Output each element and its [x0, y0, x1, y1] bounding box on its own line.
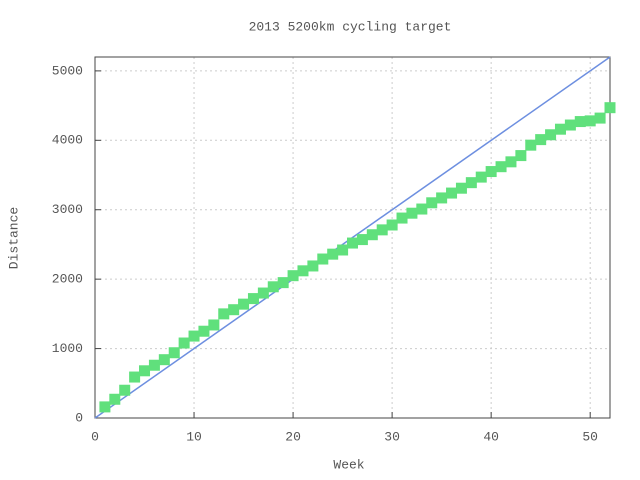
data-point: [267, 281, 279, 293]
data-point: [356, 234, 368, 246]
data-point: [406, 207, 418, 219]
y-tick-label: 3000: [52, 202, 83, 217]
data-point: [109, 393, 121, 405]
data-point: [554, 123, 566, 135]
data-point: [218, 308, 230, 320]
data-point: [386, 219, 398, 231]
x-tick-label: 30: [384, 429, 400, 444]
y-tick-label: 0: [75, 410, 83, 425]
data-point: [257, 287, 269, 299]
data-point: [604, 102, 616, 114]
data-point: [168, 347, 180, 359]
data-point: [307, 260, 319, 272]
data-point: [396, 212, 408, 224]
data-point: [337, 244, 349, 256]
data-point: [277, 277, 289, 289]
data-point: [297, 265, 309, 277]
data-point: [247, 293, 259, 305]
data-point: [129, 371, 141, 383]
data-point: [119, 384, 131, 396]
x-tick-label: 0: [91, 429, 99, 444]
data-point: [208, 319, 220, 331]
chart-title: 2013 5200km cycling target: [249, 19, 452, 34]
data-point: [327, 248, 339, 260]
data-point: [376, 224, 388, 236]
data-point: [366, 229, 378, 241]
data-point: [238, 298, 250, 310]
x-axis-label: Week: [333, 457, 364, 472]
data-point: [228, 304, 240, 316]
data-point: [574, 116, 586, 128]
data-point: [436, 192, 448, 204]
data-point: [584, 115, 596, 127]
x-tick-label: 20: [285, 429, 301, 444]
data-point: [455, 182, 467, 194]
data-point: [475, 171, 487, 183]
x-tick-label: 10: [186, 429, 202, 444]
data-point: [525, 139, 537, 151]
data-point: [594, 112, 606, 124]
data-point: [545, 129, 557, 141]
data-point: [564, 119, 576, 131]
y-tick-label: 5000: [52, 63, 83, 78]
x-tick-label: 40: [483, 429, 499, 444]
data-point: [158, 354, 170, 366]
data-point: [426, 197, 438, 209]
y-axis-label: Distance: [6, 207, 21, 269]
data-point: [139, 365, 151, 377]
y-tick-label: 4000: [52, 133, 83, 148]
data-point: [535, 134, 547, 146]
data-point: [198, 325, 210, 337]
data-point: [495, 161, 507, 173]
data-point: [347, 237, 358, 249]
data-point: [446, 187, 458, 199]
data-point: [485, 166, 497, 178]
target-line: [94, 56, 611, 419]
plot-frame: [94, 56, 611, 419]
data-point: [317, 253, 329, 265]
data-point: [188, 330, 200, 342]
data-point: [416, 203, 428, 215]
y-tick-label: 2000: [52, 272, 83, 287]
x-tick-label: 50: [582, 429, 598, 444]
data-point: [148, 359, 160, 371]
data-point: [505, 156, 517, 168]
data-point: [515, 150, 527, 162]
data-point: [178, 337, 190, 349]
data-point: [465, 177, 477, 189]
y-tick-label: 1000: [52, 341, 83, 356]
data-point: [287, 270, 299, 282]
data-point: [99, 401, 111, 413]
